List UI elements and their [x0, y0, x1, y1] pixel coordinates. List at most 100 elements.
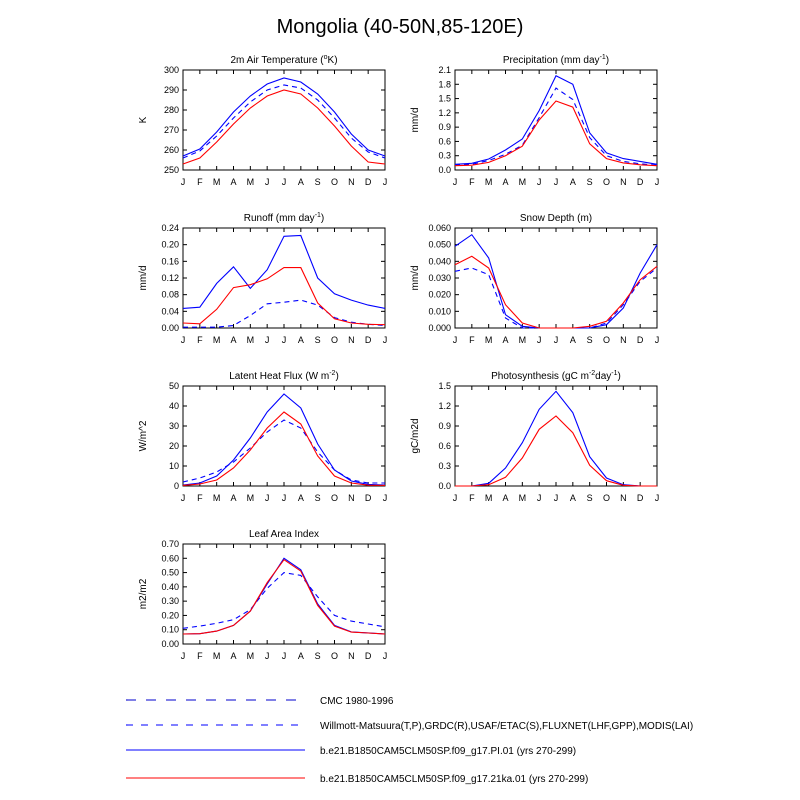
y-tick-label: 2.1	[438, 65, 451, 75]
x-tick-label: S	[587, 177, 593, 187]
series-line-pi	[182, 234, 386, 309]
y-tick-label: 0.6	[438, 136, 451, 146]
series-line-ka21	[454, 255, 658, 329]
x-tick-label: M	[519, 335, 527, 345]
y-tick-label: 280	[164, 105, 179, 115]
x-tick-label: O	[331, 493, 338, 503]
x-tick-label: S	[587, 493, 593, 503]
panel-2: Precipitation (mm day-1)J F M A M J J A S O N D J0.0…	[410, 54, 659, 187]
panel-4: Snow Depth (m)J F M A M J J A S O N D J0.0000.0100.0…	[410, 213, 659, 345]
x-tick-label: J	[655, 335, 660, 345]
x-tick-label: J	[554, 177, 559, 187]
x-tick-label: S	[315, 335, 321, 345]
x-tick-label: A	[298, 335, 304, 345]
series-line-ka21	[182, 267, 386, 326]
x-tick-label: D	[365, 177, 372, 187]
x-tick-label: S	[315, 177, 321, 187]
series-line-ka21	[182, 558, 386, 635]
x-tick-label: D	[637, 493, 644, 503]
x-tick-label: J	[181, 493, 186, 503]
y-tick-label: 0.6	[438, 441, 451, 451]
series-line-willmott	[454, 267, 658, 329]
series-line-willmott	[182, 84, 386, 159]
x-tick-label: J	[265, 493, 270, 503]
series-line-pi	[182, 77, 386, 157]
series-line-ka21	[182, 89, 386, 165]
y-tick-label: 270	[164, 125, 179, 135]
x-tick-label: O	[331, 177, 338, 187]
y-tick-label: 0.20	[161, 240, 179, 250]
x-tick-label: A	[298, 493, 304, 503]
x-tick-label: J	[265, 651, 270, 661]
y-tick-label: 30	[169, 421, 179, 431]
plot-frame	[182, 227, 386, 329]
x-tick-label: N	[348, 651, 355, 661]
panel-title: Precipitation (mm day-1)	[503, 54, 609, 66]
y-tick-label: 0.020	[428, 290, 451, 300]
y-axis-label: gC/m2d	[410, 418, 421, 453]
x-tick-label: M	[519, 177, 527, 187]
series-line-pi	[454, 233, 658, 329]
x-tick-label: M	[213, 335, 221, 345]
x-tick-label: M	[247, 177, 255, 187]
panel-1: 2m Air Temperature (oK)J F M A M J J A S O N D J2502…	[138, 54, 387, 187]
y-tick-label: 0.0	[438, 481, 451, 491]
panel-5: Latent Heat Flux (W m-2)J F M A M J J A S O N D J010…	[138, 370, 387, 503]
x-tick-label: J	[655, 493, 660, 503]
plot-frame	[454, 227, 658, 329]
plot-frame	[454, 69, 658, 171]
x-tick-label: J	[537, 177, 542, 187]
x-tick-label: J	[181, 335, 186, 345]
x-tick-label: O	[603, 493, 610, 503]
x-tick-label: A	[230, 651, 236, 661]
y-tick-label: 0.3	[438, 461, 451, 471]
x-tick-label: J	[453, 177, 458, 187]
figure-title: Mongolia (40-50N,85-120E)	[277, 16, 524, 38]
series-line-willmott	[182, 572, 386, 629]
x-tick-label: J	[383, 335, 388, 345]
y-axis-label: mm/d	[138, 266, 149, 291]
y-tick-label: 0.010	[428, 306, 451, 316]
x-tick-label: N	[348, 493, 355, 503]
x-tick-label: J	[282, 177, 287, 187]
x-tick-label: A	[502, 335, 508, 345]
x-tick-label: D	[365, 335, 372, 345]
y-tick-label: 1.8	[438, 79, 451, 89]
y-tick-label: 1.5	[438, 94, 451, 104]
x-tick-label: F	[469, 177, 475, 187]
x-tick-label: S	[587, 335, 593, 345]
x-tick-label: J	[265, 335, 270, 345]
panel-6: Photosynthesis (gC m-2day-1)J F M A M J J A S O N D…	[410, 370, 659, 503]
y-tick-label: 1.2	[438, 401, 451, 411]
series-line-willmott	[454, 87, 658, 166]
y-tick-label: 0.16	[161, 256, 179, 266]
x-tick-label: A	[230, 335, 236, 345]
x-tick-label: J	[282, 493, 287, 503]
x-tick-label: D	[365, 651, 372, 661]
x-tick-label: A	[230, 177, 236, 187]
y-axis-label: mm/d	[410, 108, 421, 133]
x-tick-label: J	[282, 335, 287, 345]
x-tick-label: F	[469, 335, 475, 345]
series-line-pi	[182, 393, 386, 486]
x-tick-label: N	[620, 493, 627, 503]
x-tick-label: J	[537, 335, 542, 345]
y-tick-label: 290	[164, 85, 179, 95]
x-tick-label: J	[554, 493, 559, 503]
panel-title: Leaf Area Index	[249, 529, 319, 540]
x-tick-label: A	[230, 493, 236, 503]
x-tick-label: F	[197, 335, 203, 345]
y-tick-label: 260	[164, 145, 179, 155]
y-tick-label: 0.9	[438, 421, 451, 431]
series-line-willmott	[183, 299, 386, 328]
y-tick-label: 0.000	[428, 323, 451, 333]
x-tick-label: F	[197, 177, 203, 187]
y-tick-label: 0.050	[428, 240, 451, 250]
y-axis-label: mm/d	[410, 266, 421, 291]
panel-title: Latent Heat Flux (W m-2)	[229, 370, 339, 382]
y-tick-label: 20	[169, 441, 179, 451]
y-tick-label: 0.08	[161, 290, 179, 300]
y-tick-label: 10	[169, 461, 179, 471]
y-axis-label: m2/m2	[138, 578, 149, 609]
